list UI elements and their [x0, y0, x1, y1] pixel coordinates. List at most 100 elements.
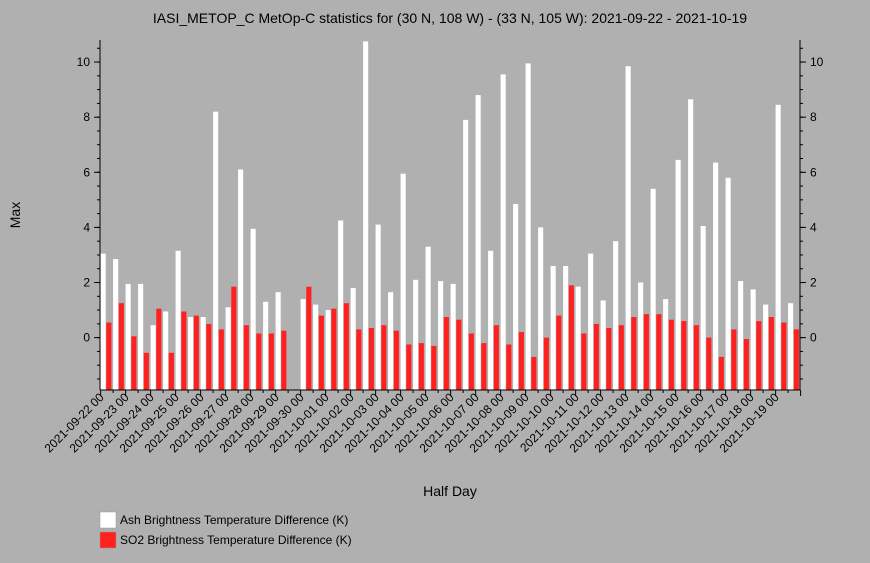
- so2-bar: [206, 323, 212, 390]
- ash-bar: [638, 282, 644, 390]
- ash-bar: [125, 283, 131, 390]
- ash-bar: [400, 173, 406, 390]
- y-tick-label-left: 2: [83, 276, 90, 290]
- so2-bar: [743, 339, 749, 390]
- ash-bar: [425, 246, 431, 390]
- ash-bar: [588, 253, 594, 390]
- y-axis-label: Max: [7, 202, 23, 228]
- so2-bar: [256, 333, 262, 390]
- so2-bar: [393, 330, 399, 390]
- so2-bar: [431, 345, 437, 390]
- y-tick-label-left: 0: [83, 331, 90, 345]
- so2-bar: [643, 314, 649, 390]
- ash-bar: [138, 283, 144, 390]
- so2-bar: [218, 329, 224, 390]
- so2-bar: [656, 314, 662, 390]
- so2-bar: [593, 323, 599, 390]
- ash-bar: [150, 325, 156, 390]
- legend-swatch-so2: [99, 531, 117, 549]
- legend: Ash Brightness Temperature Difference (K…: [99, 511, 352, 549]
- so2-bar: [456, 319, 462, 390]
- so2-bar: [706, 337, 712, 390]
- so2-bar: [306, 286, 312, 390]
- ash-bar: [650, 188, 656, 390]
- ash-bar: [788, 303, 794, 390]
- so2-bar: [756, 321, 762, 390]
- ash-bar: [113, 259, 119, 390]
- ash-bar: [325, 310, 331, 390]
- y-tick-label-left: 8: [83, 110, 90, 124]
- so2-bar: [443, 317, 449, 390]
- ash-bar: [275, 292, 281, 390]
- y-tick-label-left: 6: [83, 165, 90, 179]
- legend-label-ash: Ash Brightness Temperature Difference (K…: [120, 513, 348, 527]
- ash-bar: [625, 66, 631, 390]
- so2-bar: [193, 315, 199, 390]
- ash-bar: [350, 288, 356, 390]
- so2-bar: [518, 332, 524, 390]
- ash-bar: [775, 104, 781, 391]
- y-tick-label-right: 4: [810, 220, 817, 234]
- so2-bar: [481, 343, 487, 390]
- ash-bar: [100, 253, 106, 390]
- ash-bar: [750, 289, 756, 390]
- so2-bar: [468, 333, 474, 390]
- so2-bar: [718, 356, 724, 390]
- legend-label-so2: SO2 Brightness Temperature Difference (K…: [120, 533, 352, 547]
- so2-bar: [343, 303, 349, 390]
- ash-bar: [725, 177, 731, 390]
- ash-bar: [338, 220, 344, 390]
- ash-bar: [175, 250, 181, 390]
- so2-bar: [556, 315, 562, 390]
- ash-bar: [238, 169, 244, 390]
- so2-bar: [131, 336, 137, 390]
- chart-title: IASI_METOP_C MetOp-C statistics for (30 …: [153, 10, 747, 26]
- ash-bar: [700, 226, 706, 390]
- ash-bar: [563, 266, 569, 390]
- so2-bar: [231, 286, 237, 390]
- so2-bar: [406, 344, 412, 390]
- x-axis-label: Half Day: [423, 483, 477, 499]
- ash-bar: [763, 304, 769, 390]
- ash-bar: [675, 159, 681, 390]
- so2-bar: [156, 308, 162, 390]
- so2-bar: [106, 322, 112, 390]
- so2-bar: [118, 303, 124, 390]
- ash-bar: [213, 111, 219, 390]
- so2-bar: [356, 329, 362, 390]
- y-tick-label-left: 10: [77, 55, 91, 69]
- ash-bar: [538, 227, 544, 390]
- so2-bar: [418, 343, 424, 390]
- so2-bar: [568, 285, 574, 390]
- so2-bar: [606, 328, 612, 390]
- legend-swatch-ash: [99, 511, 117, 529]
- ash-bar: [525, 63, 531, 391]
- ash-bar: [200, 317, 206, 390]
- ash-bar: [575, 286, 581, 390]
- so2-bar: [506, 344, 512, 390]
- y-tick-label-right: 2: [810, 276, 817, 290]
- ash-bar: [413, 279, 419, 390]
- so2-bar: [143, 352, 149, 390]
- so2-bar: [668, 319, 674, 390]
- y-tick-label-right: 6: [810, 165, 817, 179]
- so2-bar: [181, 311, 187, 390]
- so2-bar: [731, 329, 737, 390]
- so2-bar: [331, 308, 337, 390]
- so2-bar: [781, 322, 787, 390]
- ash-bar: [475, 95, 481, 390]
- ash-bar: [463, 119, 469, 391]
- so2-bar: [281, 330, 287, 390]
- so2-bar: [531, 356, 537, 390]
- so2-bar: [768, 317, 774, 390]
- ash-bar: [363, 41, 369, 391]
- ash-bar: [388, 292, 394, 390]
- ash-bar: [488, 250, 494, 390]
- ash-bar: [713, 162, 719, 390]
- so2-bar: [793, 329, 799, 390]
- ash-bar: [300, 299, 306, 390]
- ash-bar: [163, 311, 169, 390]
- so2-bar: [693, 325, 699, 390]
- ash-bar: [250, 228, 256, 390]
